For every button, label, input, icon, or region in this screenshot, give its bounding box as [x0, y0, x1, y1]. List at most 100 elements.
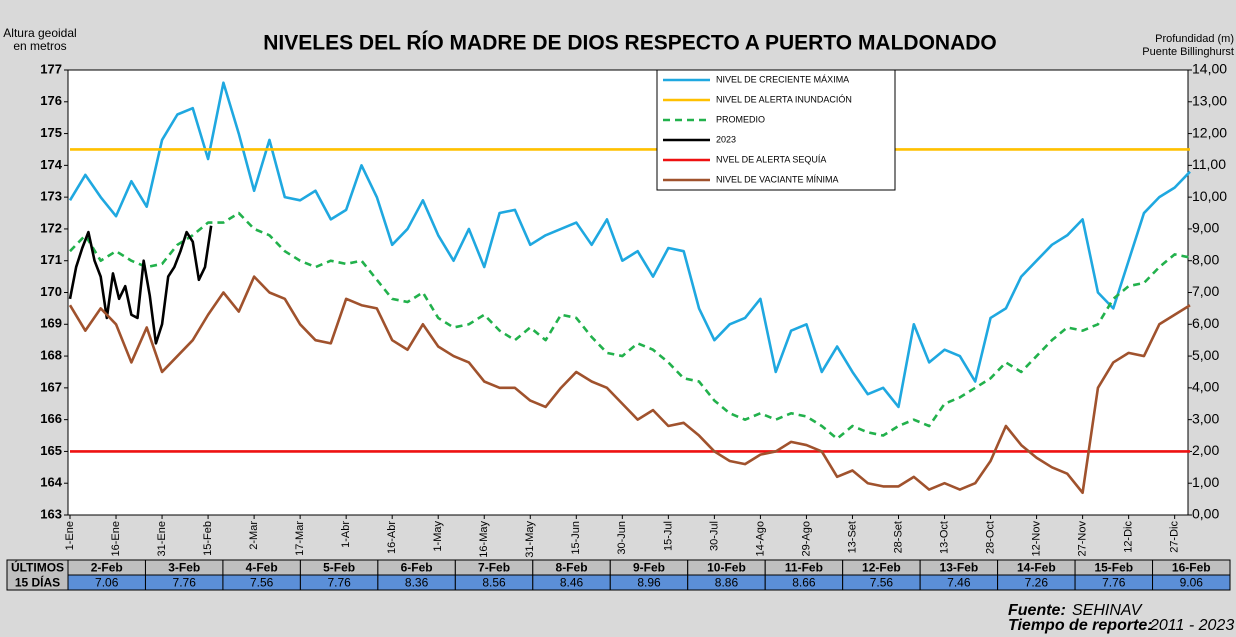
series-line: [68, 81, 1191, 409]
y-tick-label: 171: [40, 252, 62, 267]
legend: NIVEL DE CRECIENTE MÁXIMA NIVEL DE ALERTA…: [656, 69, 896, 191]
y-tick-label: 173: [40, 189, 62, 204]
y-tick-label: 164: [40, 475, 62, 490]
y2-tick-label: 0,00: [1192, 506, 1219, 522]
y-tick-label: 176: [40, 93, 62, 108]
table-value: 7.56: [870, 576, 894, 590]
x-tick-label: 30-Jun: [616, 521, 628, 555]
source-label: Fuente:: [1008, 602, 1066, 619]
x-tick-label: 16-May: [478, 521, 490, 558]
table-value: 7.26: [1025, 576, 1049, 590]
y2-tick-label: 13,00: [1192, 92, 1227, 108]
legend-box: [656, 69, 896, 191]
x-tick-label: 15-Jun: [570, 521, 582, 555]
table-date: 6-Feb: [401, 561, 433, 575]
y-tick-label: 175: [40, 125, 62, 140]
source: SEHINAV: [1072, 602, 1143, 619]
legend-label: NIVEL DE ALERTA INUNDACIÓN: [716, 94, 852, 104]
y-tick-label: 169: [40, 316, 62, 331]
x-tick-label: 30-Jul: [708, 521, 720, 551]
table-value-cell: [1152, 574, 1231, 591]
x-tick-label: 31-May: [524, 521, 536, 558]
table-header: 15 DÍAS: [15, 575, 60, 590]
x-tick-label: 14-Ago: [754, 521, 766, 556]
y2-axis-label: Profundidad (m): [1155, 33, 1234, 45]
legend-label: 2023: [716, 134, 736, 144]
table-date: 12-Feb: [862, 561, 901, 575]
table-value: 8.46: [560, 576, 584, 590]
plot-area: [67, 69, 1189, 516]
table-value: 7.76: [1102, 576, 1126, 590]
y2-tick-label: 12,00: [1192, 124, 1227, 140]
table-value: 8.66: [792, 576, 816, 590]
table-value: 7.06: [95, 576, 119, 590]
table-value: 9.06: [1180, 576, 1204, 590]
legend-label: NVEL DE ALERTA SEQUÍA: [716, 154, 826, 164]
table-value: 8.96: [637, 576, 661, 590]
table-value: 8.36: [405, 576, 429, 590]
table-date: 15-Feb: [1094, 561, 1133, 575]
table-date: 5-Feb: [323, 561, 355, 575]
table-date: 16-Feb: [1172, 561, 1211, 575]
table-date: 14-Feb: [1017, 561, 1056, 575]
y2-tick-label: 10,00: [1192, 188, 1227, 204]
x-tick-label: 1-Ene: [64, 521, 76, 550]
table-date: 4-Feb: [246, 561, 278, 575]
y2-tick-label: 4,00: [1192, 379, 1219, 395]
x-tick-label: 1-May: [432, 521, 444, 552]
x-tick-label: 13-Set: [846, 521, 858, 553]
x-tick-label: 1-Abr: [340, 521, 352, 548]
table-date: 7-Feb: [478, 561, 510, 575]
table-date: 13-Feb: [940, 561, 979, 575]
y-tick-label: 170: [40, 284, 62, 299]
x-tick-label: 17-Mar: [294, 521, 306, 556]
y2-tick-label: 11,00: [1192, 156, 1226, 172]
series-line: [68, 275, 1191, 495]
x-tick-label: 15-Feb: [202, 521, 214, 556]
y-tick-label: 168: [40, 348, 62, 363]
x-tick-label: 27-Dic: [1169, 521, 1181, 553]
period: 2011 - 2023: [1149, 617, 1234, 634]
chart-title: NIVELES DEL RÍO MADRE DE DIOS RESPECTO A…: [263, 32, 997, 55]
table-header: ÚLTIMOS: [11, 560, 64, 575]
table-date: 9-Feb: [633, 561, 665, 575]
footer: Fuente: SEHINAV Tiempo de reporte: 2011 …: [1008, 602, 1234, 634]
y-tick-label: 174: [40, 157, 62, 172]
y-tick-label: 163: [40, 506, 62, 521]
table-value: 7.46: [947, 576, 971, 590]
x-tick-label: 28-Oct: [984, 521, 996, 554]
table-date: 10-Feb: [707, 561, 746, 575]
table-value: 7.76: [327, 576, 351, 590]
table-date: 3-Feb: [168, 561, 200, 575]
y2-axis-label: Puente Billinghurst: [1142, 46, 1234, 58]
legend-label: NIVEL DE VACIANTE MÍNIMA: [716, 174, 839, 184]
series-line: [68, 225, 213, 345]
y-tick-label: 172: [40, 220, 62, 235]
x-tick-label: 16-Ene: [110, 521, 122, 556]
x-tick-label: 27-Nov: [1077, 521, 1089, 557]
y-axis-label: Altura geoidal: [3, 26, 76, 40]
x-tick-label: 2-Mar: [248, 521, 260, 550]
series-line: [69, 211, 1191, 441]
y2-tick-label: 3,00: [1192, 410, 1219, 426]
x-tick-label: 12-Nov: [1030, 521, 1042, 557]
table-value: 8.86: [715, 576, 739, 590]
x-tick-label: 13-Oct: [938, 521, 950, 554]
period-label: Tiempo de reporte:: [1008, 617, 1153, 634]
x-tick-label: 28-Set: [892, 521, 904, 553]
y2-tick-label: 1,00: [1192, 474, 1219, 490]
y-tick-label: 167: [40, 379, 62, 394]
legend-label: PROMEDIO: [716, 114, 765, 124]
table-value: 8.56: [482, 576, 506, 590]
y-tick-label: 177: [40, 61, 62, 76]
table-date: 8-Feb: [556, 561, 588, 575]
y2-tick-label: 14,00: [1192, 61, 1227, 77]
y2-tick-label: 2,00: [1192, 442, 1219, 458]
y-tick-label: 165: [40, 443, 62, 458]
table-value: 7.56: [250, 576, 274, 590]
table-date: 2-Feb: [91, 561, 123, 575]
x-tick-label: 31-Ene: [156, 521, 168, 556]
x-tick-label: 12-Dic: [1123, 521, 1135, 553]
